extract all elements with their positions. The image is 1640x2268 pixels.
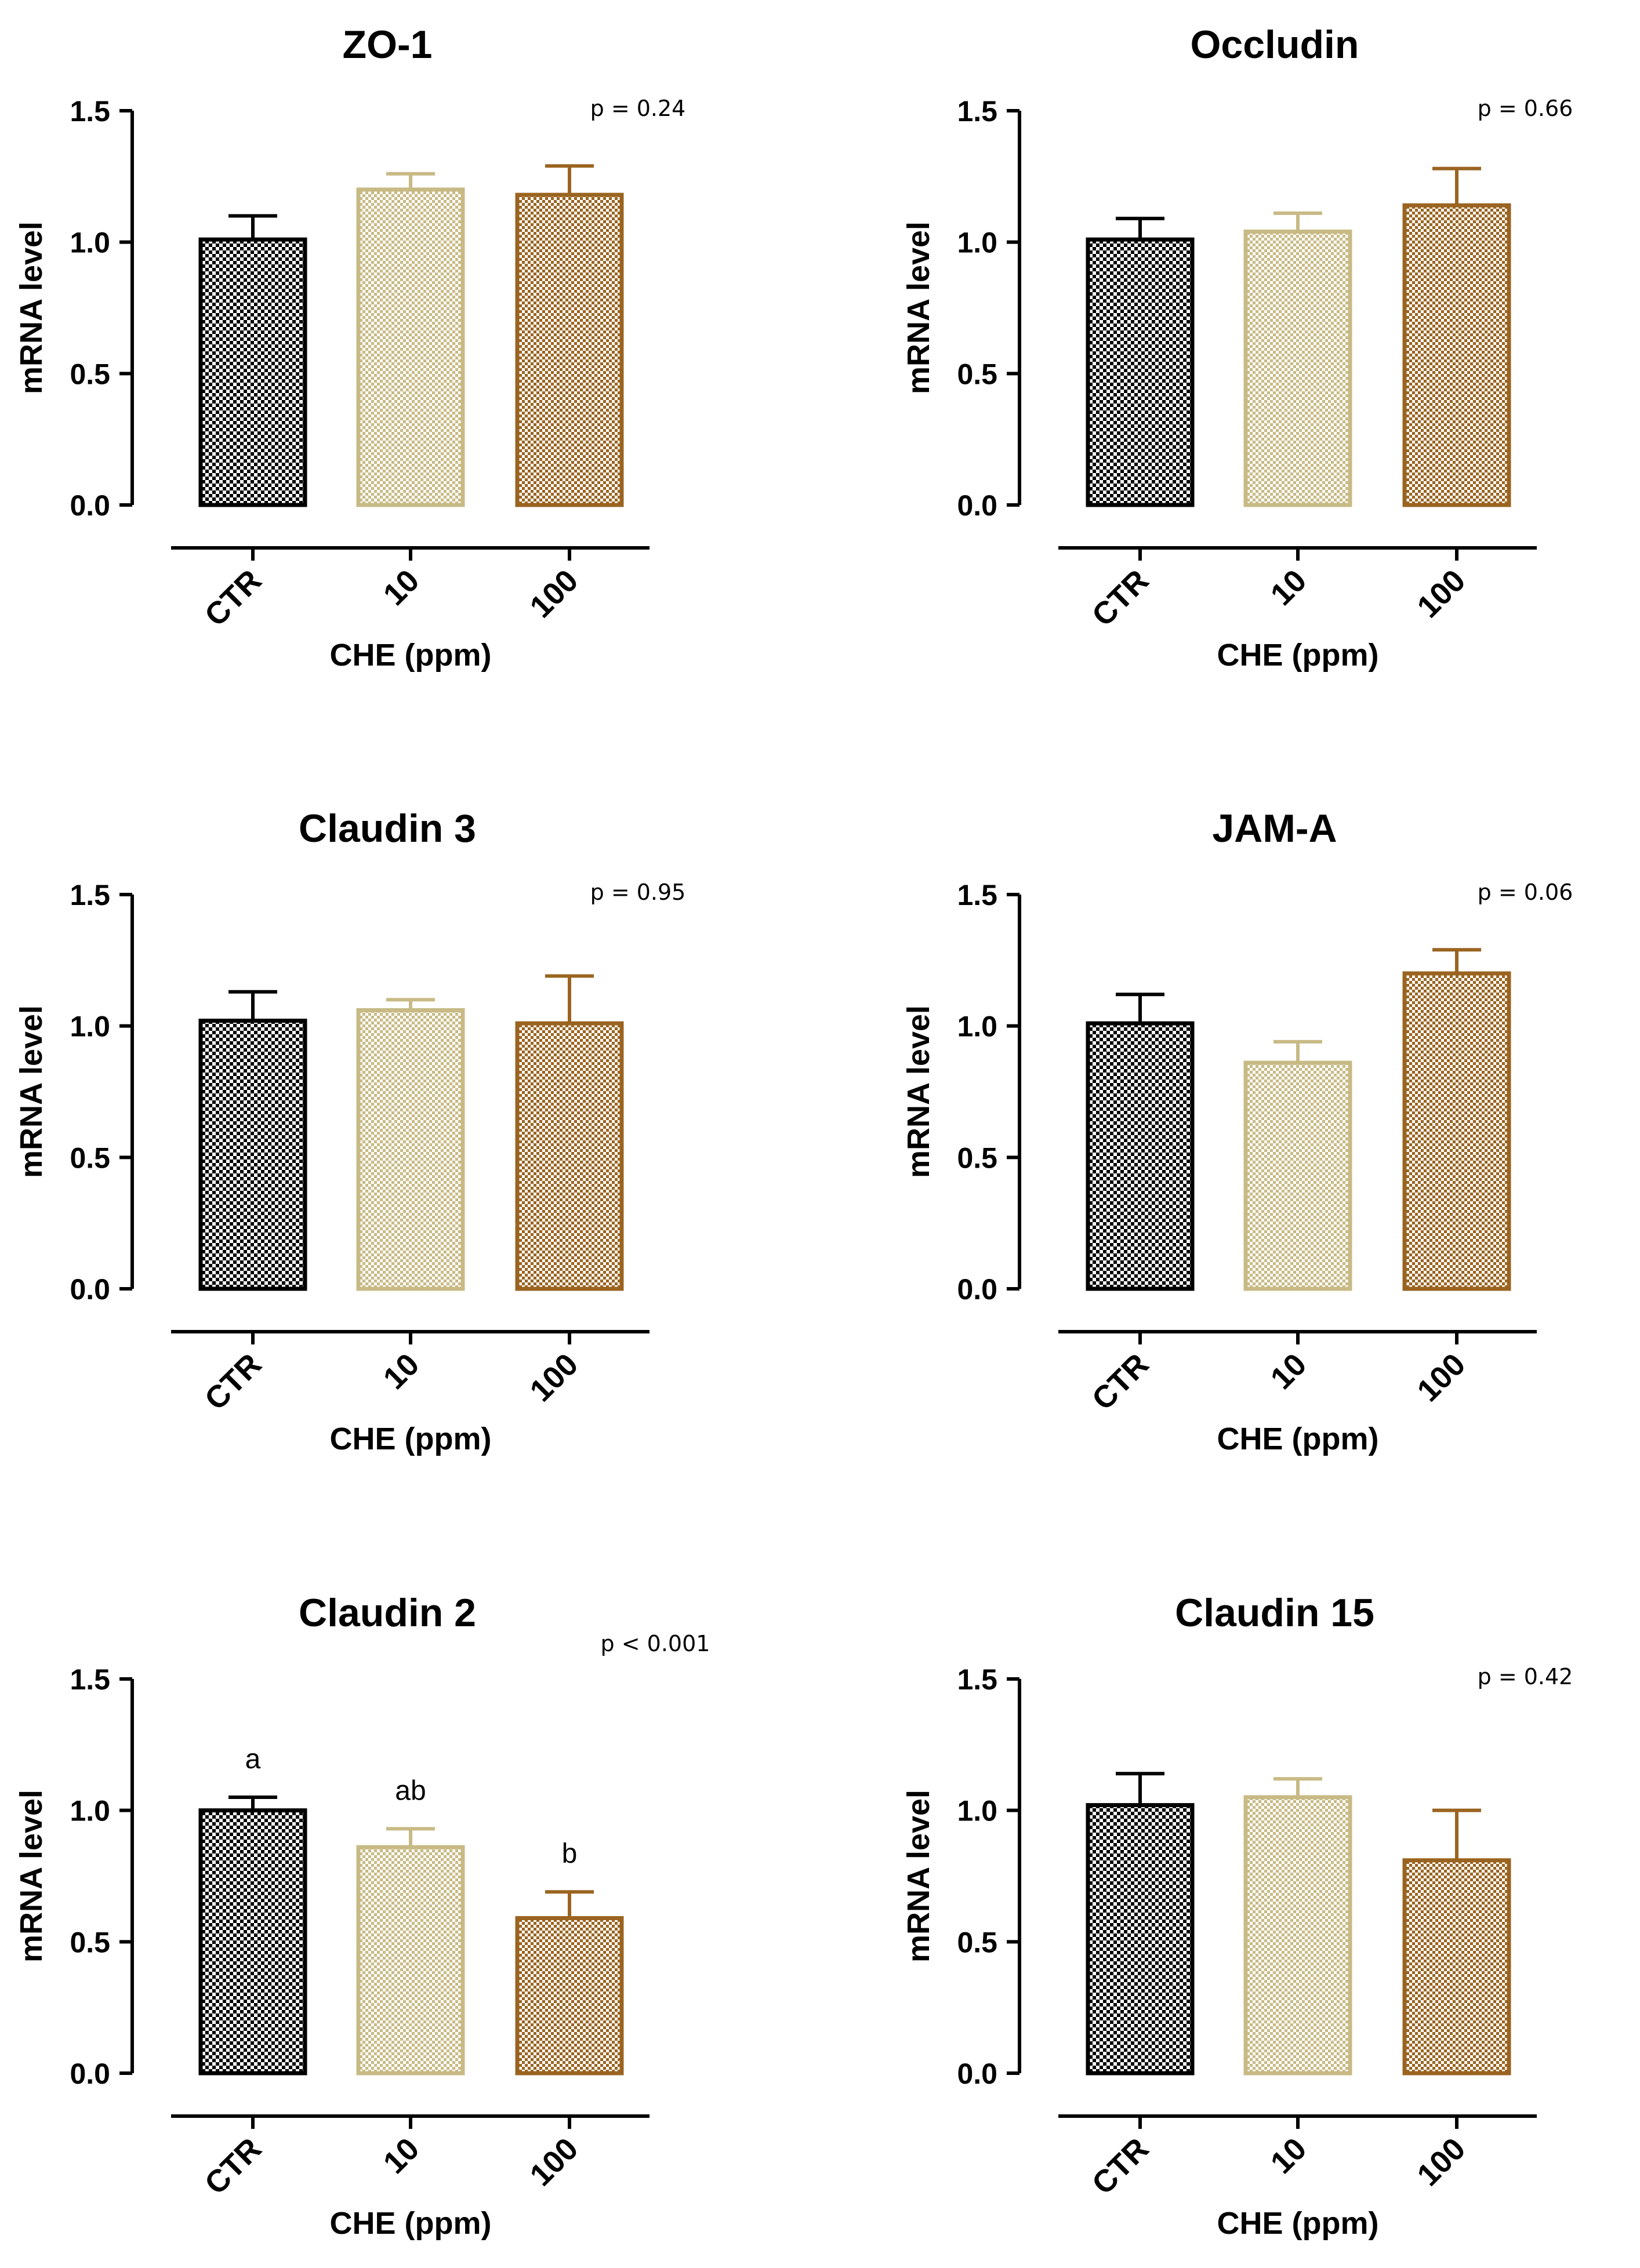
bar-10 <box>356 187 465 507</box>
bar-10 <box>356 1008 465 1291</box>
bar-10 <box>1243 230 1352 507</box>
bar-ctr <box>1086 1021 1195 1291</box>
x-tick-label-100: 100 <box>1410 1347 1472 1408</box>
x-tick-label-ctr: CTR <box>198 563 269 633</box>
x-tick-label-100: 100 <box>523 2131 585 2193</box>
x-tick-label-ctr: CTR <box>1086 2131 1156 2201</box>
x-tick-label-100: 100 <box>1410 563 1472 624</box>
y-tick-label: 0.0 <box>70 1273 110 1306</box>
x-tick-label-ctr: CTR <box>198 2131 269 2201</box>
panel-zo-1: ZO-1 p = 0.24 0.0 0.5 1.0 1.5 mRNA level CTR 10 1… <box>14 23 685 673</box>
bar-10 <box>1243 1060 1352 1291</box>
y-axis-title: mRNA level <box>901 1790 936 1962</box>
y-axis-title: mRNA level <box>901 221 936 394</box>
y-tick-label: 0.5 <box>70 358 110 390</box>
x-tick-label-10: 10 <box>1264 1347 1314 1396</box>
y-tick-label: 0.5 <box>957 1926 997 1958</box>
x-axis-title: CHE (ppm) <box>330 1422 492 1456</box>
y-axis-title: mRNA level <box>14 1790 49 1962</box>
bar-100 <box>515 192 624 507</box>
bar-ctr <box>1086 237 1195 507</box>
bar-10 <box>1243 1795 1352 2076</box>
panel-claudin-15: Claudin 15 p = 0.42 0.0 0.5 1.0 1.5 mRNA level… <box>901 1591 1573 2241</box>
y-tick-label: 0.0 <box>957 2058 997 2090</box>
panel-title: Claudin 3 <box>299 806 476 850</box>
bar-10 <box>356 1845 465 2076</box>
y-axis-title: mRNA level <box>14 221 49 394</box>
x-tick-label-ctr: CTR <box>198 1347 269 1417</box>
x-tick-label-ctr: CTR <box>1086 563 1156 633</box>
panel-title: ZO-1 <box>343 23 433 67</box>
significance-letter: b <box>562 1838 578 1869</box>
p-value-label: p = 0.42 <box>1478 1664 1573 1689</box>
bar-ctr <box>1086 1803 1195 2076</box>
y-tick-label: 0.0 <box>957 1273 997 1306</box>
p-value-label: p = 0.66 <box>1478 96 1573 121</box>
y-tick-label: 0.0 <box>70 2058 110 2090</box>
p-value-label: p = 0.24 <box>590 96 686 121</box>
x-tick-label-10: 10 <box>1264 563 1314 612</box>
panel-title: Occludin <box>1191 23 1359 67</box>
x-tick-label-100: 100 <box>523 1347 585 1408</box>
y-tick-label: 1.5 <box>957 879 997 911</box>
panel-claudin-3: Claudin 3 p = 0.95 0.0 0.5 1.0 1.5 mRNA level C… <box>14 806 685 1456</box>
panel-title: JAM-A <box>1212 806 1337 850</box>
x-axis-title: CHE (ppm) <box>1217 1422 1379 1456</box>
y-tick-label: 1.5 <box>957 1663 997 1696</box>
panel-occludin: Occludin p = 0.66 0.0 0.5 1.0 1.5 mRNA level CT… <box>901 23 1573 673</box>
y-axis-title: mRNA level <box>901 1005 936 1178</box>
y-tick-label: 0.0 <box>957 489 997 522</box>
p-value-label: p < 0.001 <box>601 1631 710 1656</box>
x-axis-title: CHE (ppm) <box>330 638 492 673</box>
bar-ctr <box>198 1808 307 2076</box>
y-tick-label: 0.5 <box>70 1926 110 1958</box>
p-value-label: p = 0.95 <box>590 879 686 905</box>
bar-100 <box>1402 1858 1511 2076</box>
x-axis-title: CHE (ppm) <box>1217 638 1379 673</box>
panel-claudin-2: Claudin 2 p < 0.001 0.0 0.5 1.0 1.5 mRNA level… <box>14 1591 710 2241</box>
x-tick-label-ctr: CTR <box>1086 1347 1156 1417</box>
bar-100 <box>1402 971 1511 1291</box>
y-tick-label: 1.5 <box>70 879 110 911</box>
bar-ctr <box>198 237 307 507</box>
x-tick-label-10: 10 <box>1264 2131 1314 2180</box>
y-tick-label: 1.5 <box>70 1663 110 1696</box>
x-tick-label-10: 10 <box>377 563 426 612</box>
p-value-label: p = 0.06 <box>1478 879 1573 905</box>
panel-title: Claudin 15 <box>1175 1591 1374 1635</box>
y-tick-label: 0.5 <box>957 358 997 390</box>
x-tick-label-100: 100 <box>523 563 585 624</box>
bar-100 <box>515 1916 624 2076</box>
significance-letter: a <box>245 1744 261 1775</box>
bar-ctr <box>198 1019 307 1291</box>
x-tick-label-100: 100 <box>1410 2131 1472 2193</box>
y-tick-label: 1.0 <box>957 1795 997 1827</box>
bar-100 <box>515 1021 624 1291</box>
y-tick-label: 1.0 <box>70 1795 110 1827</box>
y-axis-title: mRNA level <box>14 1005 49 1178</box>
y-tick-label: 1.0 <box>70 227 110 259</box>
x-tick-label-10: 10 <box>377 1347 426 1396</box>
y-tick-label: 1.0 <box>957 1011 997 1043</box>
y-tick-label: 0.5 <box>70 1142 110 1174</box>
bar-100 <box>1402 203 1511 507</box>
x-tick-label-10: 10 <box>377 2131 426 2180</box>
y-tick-label: 1.5 <box>957 95 997 128</box>
panel-title: Claudin 2 <box>299 1591 476 1635</box>
y-tick-label: 1.0 <box>70 1011 110 1043</box>
panel-jam-a: JAM-A p = 0.06 0.0 0.5 1.0 1.5 mRNA level CTR 10… <box>901 806 1573 1456</box>
x-axis-title: CHE (ppm) <box>1217 2206 1379 2241</box>
y-tick-label: 0.5 <box>957 1142 997 1174</box>
significance-letter: ab <box>395 1775 426 1806</box>
y-tick-label: 1.5 <box>70 95 110 128</box>
y-tick-label: 1.0 <box>957 227 997 259</box>
x-axis-title: CHE (ppm) <box>330 2206 492 2241</box>
y-tick-label: 0.0 <box>70 489 110 522</box>
